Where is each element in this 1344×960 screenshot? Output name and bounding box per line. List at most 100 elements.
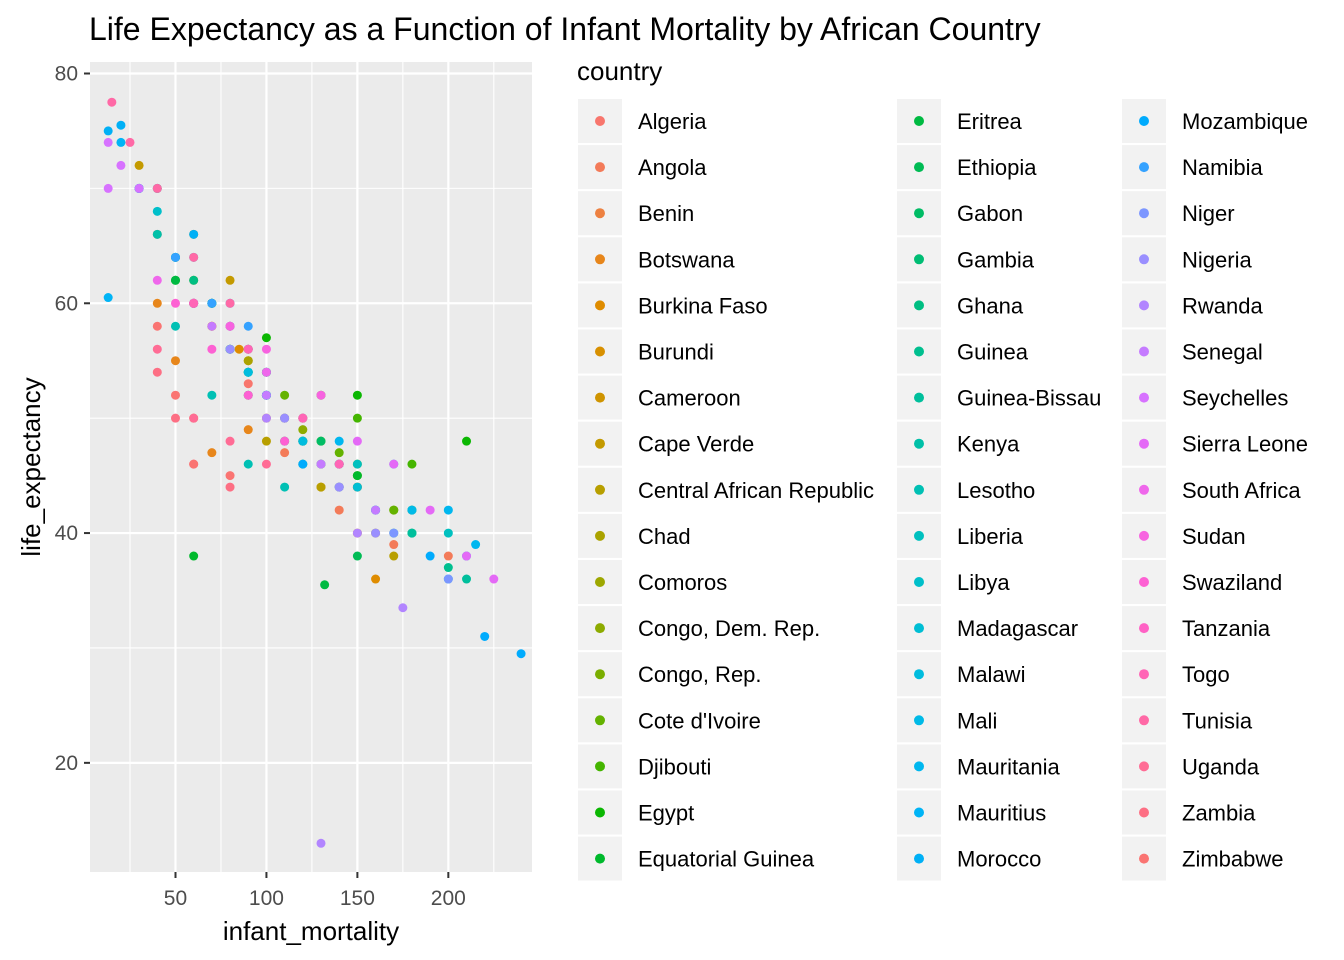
legend-swatch [595, 623, 605, 634]
legend-item: Eritrea [897, 99, 1023, 143]
data-point [116, 120, 126, 130]
series-points [352, 436, 499, 584]
legend-swatch [914, 208, 924, 219]
data-point [407, 459, 417, 469]
data-point [243, 344, 253, 354]
legend-item: Guinea-Bissau [897, 375, 1101, 420]
legend-swatch [1139, 577, 1149, 587]
legend-item: Morocco [897, 836, 1041, 881]
data-point [261, 390, 271, 400]
data-point [189, 275, 199, 285]
data-point [189, 551, 199, 561]
legend-item: Algeria [578, 99, 707, 143]
data-point [280, 413, 290, 423]
legend-item: Uganda [1122, 744, 1260, 789]
data-point [334, 448, 344, 458]
legend-label: Morocco [957, 847, 1041, 872]
data-point [152, 321, 162, 331]
data-point [352, 528, 362, 538]
legend-swatch [1139, 807, 1149, 818]
data-point [398, 603, 408, 613]
data-point [261, 413, 271, 423]
data-point [389, 505, 399, 515]
legend-item: Nigeria [1122, 237, 1252, 282]
legend-swatch [914, 807, 924, 818]
data-point [352, 459, 362, 469]
legend-swatch [914, 669, 924, 680]
legend-swatch [1139, 623, 1149, 634]
legend-swatch [595, 162, 605, 173]
legend-label: Liberia [957, 524, 1024, 549]
data-point [207, 390, 217, 400]
grid-lines [90, 62, 532, 872]
legend-item: Mauritius [897, 790, 1046, 835]
series-points [189, 298, 408, 848]
series-points [207, 321, 381, 515]
legend-label: Djibouti [638, 754, 711, 779]
data-point [225, 436, 235, 446]
legend-swatch [914, 715, 924, 726]
legend-item: Ghana [897, 283, 1024, 328]
data-point [298, 413, 308, 423]
data-point [189, 229, 199, 239]
legend-label: Cape Verde [638, 432, 754, 457]
data-point [261, 367, 271, 377]
y-tick-label: 20 [55, 752, 78, 775]
legend-swatch [595, 577, 605, 587]
legend-swatch [914, 530, 924, 541]
data-point [280, 436, 290, 446]
legend-label: Niger [1182, 201, 1235, 226]
data-point [107, 97, 117, 107]
legend-label: Tanzania [1182, 616, 1271, 641]
legend-label: Equatorial Guinea [638, 847, 815, 872]
legend-item: Ethiopia [897, 145, 1037, 190]
data-point [407, 528, 417, 538]
legend-swatch [595, 484, 605, 495]
legend-label: Benin [638, 201, 694, 226]
data-point [443, 528, 453, 538]
data-point [234, 344, 244, 354]
legend-label: Cameroon [638, 386, 741, 411]
legend-swatch [1139, 715, 1149, 726]
data-point [298, 459, 308, 469]
legend-swatch [595, 346, 605, 357]
legend-item: Zambia [1122, 790, 1256, 835]
legend-item: Tunisia [1122, 698, 1253, 743]
legend-item: Gambia [897, 237, 1035, 282]
data-point [152, 275, 162, 285]
legend-label: Burundi [638, 340, 714, 365]
legend-label: Kenya [957, 432, 1020, 457]
data-point [243, 425, 253, 435]
data-point [471, 540, 481, 550]
data-point [225, 321, 235, 331]
legend-item: Egypt [578, 790, 694, 835]
legend-swatch [914, 484, 924, 495]
legend-item: Comoros [578, 560, 727, 604]
x-axis-title: infant_mortality [223, 916, 399, 946]
legend-label: Angola [638, 155, 707, 180]
legend-label: Nigeria [1182, 247, 1252, 272]
data-point [298, 425, 308, 435]
data-point [125, 137, 135, 147]
data-point [443, 563, 453, 573]
legend-swatch [914, 623, 924, 634]
legend-item: Senegal [1122, 329, 1263, 374]
series-points [152, 321, 235, 481]
data-point [170, 275, 180, 285]
data-point [389, 459, 399, 469]
data-point [207, 321, 217, 331]
legend-label: Burkina Faso [638, 293, 768, 318]
legend-swatch [595, 715, 605, 726]
legend-item: Seychelles [1122, 375, 1288, 420]
data-point [152, 206, 162, 216]
legend-item: Benin [578, 191, 694, 236]
data-point [334, 459, 344, 469]
legend-label: Tunisia [1182, 708, 1253, 733]
legend-swatch [1139, 761, 1149, 772]
data-point [152, 367, 162, 377]
data-point [189, 413, 199, 423]
x-axis-ticks: 50 100 150 200 [164, 872, 466, 910]
legend-swatch [1139, 853, 1149, 864]
data-point [170, 390, 180, 400]
data-point [152, 344, 162, 354]
